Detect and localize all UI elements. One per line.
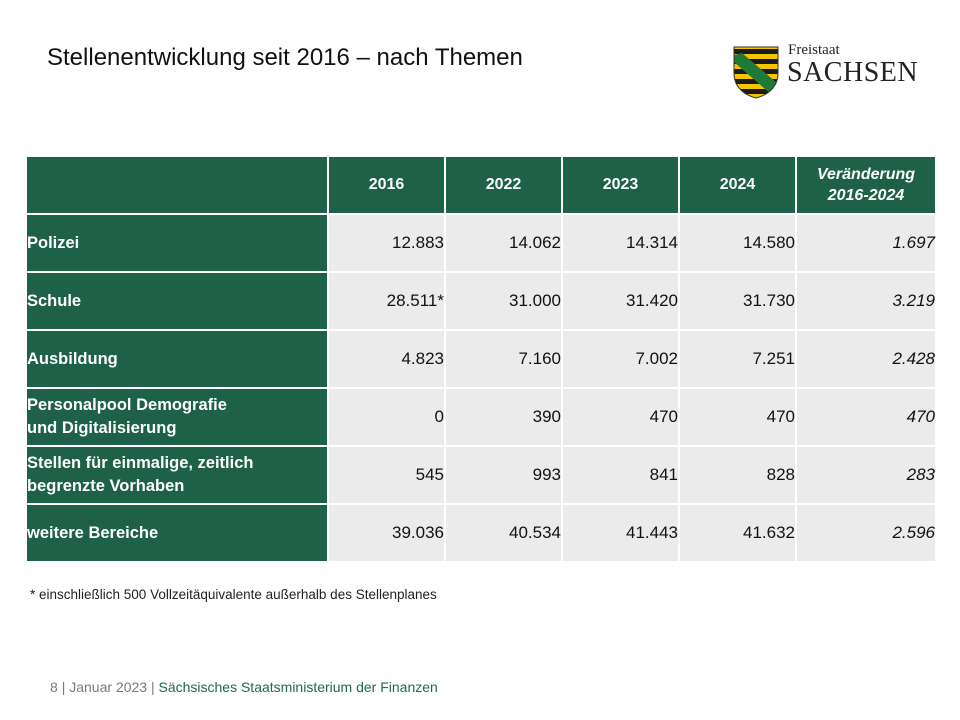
table-cell-value: 14.062 (444, 213, 563, 273)
table-header-change: Veränderung 2016-2024 (795, 155, 937, 215)
footer-ministry: Sächsisches Staatsministerium der Finanz… (158, 679, 438, 695)
logo-text-freistaat: Freistaat (788, 42, 840, 58)
logo-text-sachsen: SACHSEN (787, 57, 919, 88)
table-row-label-line1: Ausbildung (27, 349, 118, 368)
table-cell-value: 41.632 (678, 503, 797, 563)
table-cell-value: 28.511* (327, 271, 446, 331)
footer-date: Januar 2023 (69, 679, 148, 695)
table-cell-value: 828 (678, 445, 797, 505)
table-row: Personalpool Demografie und Digitalisieru… (25, 387, 937, 447)
table-header-2022: 2022 (444, 155, 563, 215)
table-row: Stellen für einmalige, zeitlich begrenzte… (25, 445, 937, 505)
table-cell-value: 31.000 (444, 271, 563, 331)
table-cell-change: 470 (795, 387, 937, 447)
logo-freistaat-sachsen: Freistaat SACHSEN (732, 40, 922, 102)
table-cell-value: 470 (561, 387, 680, 447)
table-header-row: 2016 2022 2023 2024 Veränderung 2016-202… (25, 155, 937, 215)
table-cell-value: 41.443 (561, 503, 680, 563)
table-cell-value: 7.002 (561, 329, 680, 389)
table-header-2024: 2024 (678, 155, 797, 215)
table-cell-value: 14.314 (561, 213, 680, 273)
table-cell-value: 31.420 (561, 271, 680, 331)
table-row-label: Personalpool Demografie und Digitalisieru… (25, 387, 329, 447)
table-cell-change: 2.596 (795, 503, 937, 563)
table-row-label-line1: Stellen für einmalige, zeitlich (27, 454, 254, 472)
table-header-corner (25, 155, 329, 215)
table-row-label-line1: Schule (27, 291, 82, 310)
table-row-label: weitere Bereiche (25, 503, 329, 563)
footer-page-number: 8 (50, 679, 58, 695)
table-cell-value: 40.534 (444, 503, 563, 563)
footnote: * einschließlich 500 Vollzeitäquivalente… (30, 587, 437, 602)
table-row: Polizei 12.883 14.062 14.314 14.580 1.697 (25, 213, 937, 273)
table-cell-change: 2.428 (795, 329, 937, 389)
table-cell-value: 12.883 (327, 213, 446, 273)
table-row-label-line1: weitere Bereiche (27, 523, 159, 542)
table-cell-change: 283 (795, 445, 937, 505)
table-row-label: Ausbildung (25, 329, 329, 389)
saxony-coat-of-arms-icon (733, 46, 779, 99)
table-row: weitere Bereiche 39.036 40.534 41.443 41.632… (25, 503, 937, 563)
table-cell-value: 841 (561, 445, 680, 505)
page-footer: 8 | Januar 2023 | Sächsisches Staatsmini… (50, 679, 438, 695)
table-header-2023: 2023 (561, 155, 680, 215)
table-header-2016: 2016 (327, 155, 446, 215)
table-row-label-line1: Polizei (27, 233, 80, 252)
table-row-label-line2: begrenzte Vorhaben (27, 477, 185, 495)
table-row-label: Polizei (25, 213, 329, 273)
table-cell-value: 7.160 (444, 329, 563, 389)
table-cell-value: 470 (678, 387, 797, 447)
table-cell-value: 14.580 (678, 213, 797, 273)
table-cell-value: 31.730 (678, 271, 797, 331)
table-row-label: Schule (25, 271, 329, 331)
slide-title: Stellenentwicklung seit 2016 – nach Them… (47, 44, 523, 71)
table-row: Schule 28.511* 31.000 31.420 31.730 3.219 (25, 271, 937, 331)
table-cell-value: 39.036 (327, 503, 446, 563)
table-cell-value: 4.823 (327, 329, 446, 389)
table-cell-value: 993 (444, 445, 563, 505)
table-cell-change: 3.219 (795, 271, 937, 331)
positions-table: 2016 2022 2023 2024 Veränderung 2016-202… (25, 155, 937, 563)
table-row: Ausbildung 4.823 7.160 7.002 7.251 2.428 (25, 329, 937, 389)
table-cell-change: 1.697 (795, 213, 937, 273)
table-cell-value: 7.251 (678, 329, 797, 389)
table-cell-value: 390 (444, 387, 563, 447)
table-row-label-line1: Personalpool Demografie (27, 396, 227, 414)
table-cell-value: 0 (327, 387, 446, 447)
table-header-change-line2: 2016-2024 (827, 187, 905, 204)
table-row-label: Stellen für einmalige, zeitlich begrenzte… (25, 445, 329, 505)
table-row-label-line2: und Digitalisierung (27, 419, 177, 437)
table-cell-value: 545 (327, 445, 446, 505)
table-header-change-line1: Veränderung (816, 166, 916, 183)
